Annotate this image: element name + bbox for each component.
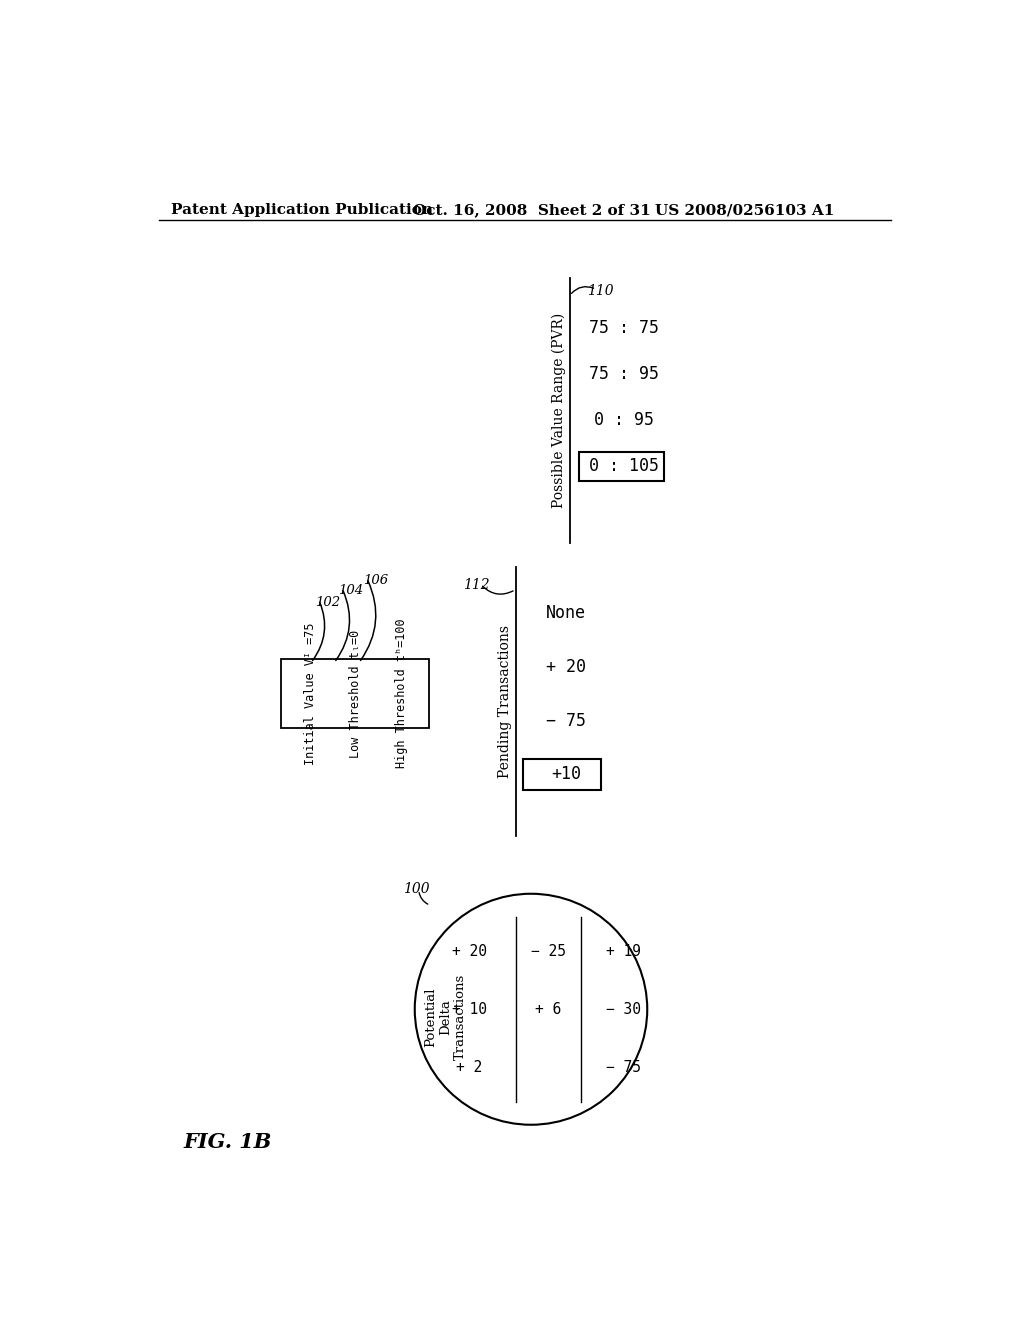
Text: 75 : 95: 75 : 95 — [589, 366, 659, 383]
Text: Patent Application Publication: Patent Application Publication — [171, 203, 432, 216]
Text: None: None — [546, 603, 586, 622]
Text: 106: 106 — [362, 574, 388, 587]
Text: Initial Value Vᴵ =75: Initial Value Vᴵ =75 — [304, 622, 317, 764]
Text: 75 : 75: 75 : 75 — [589, 319, 659, 337]
Text: − 75: − 75 — [606, 1060, 641, 1074]
Text: + 6: + 6 — [536, 1002, 561, 1016]
Text: − 75: − 75 — [546, 711, 586, 730]
Text: + 20: + 20 — [546, 657, 586, 676]
Text: 100: 100 — [403, 882, 430, 896]
Text: 102: 102 — [314, 595, 340, 609]
Text: 110: 110 — [587, 284, 613, 298]
Text: High Threshold tʰ=100: High Threshold tʰ=100 — [395, 619, 409, 768]
Text: FIG. 1B: FIG. 1B — [183, 1133, 272, 1152]
Text: 104: 104 — [338, 585, 364, 597]
Text: +10: +10 — [551, 766, 581, 783]
Text: Low Threshold tₗ=0: Low Threshold tₗ=0 — [348, 630, 361, 758]
Text: + 19: + 19 — [606, 944, 641, 960]
Text: 112: 112 — [463, 578, 489, 593]
Text: Potential
Delta
Transactions: Potential Delta Transactions — [424, 974, 467, 1060]
Text: − 25: − 25 — [530, 944, 566, 960]
Text: 0 : 95: 0 : 95 — [594, 412, 654, 429]
Text: 0 : 105: 0 : 105 — [589, 458, 659, 475]
Bar — [523, 759, 601, 789]
Text: Pending Transactions: Pending Transactions — [498, 624, 512, 777]
Bar — [282, 659, 429, 729]
Text: Possible Value Range (PVR): Possible Value Range (PVR) — [552, 313, 566, 508]
Bar — [579, 451, 665, 480]
Text: US 2008/0256103 A1: US 2008/0256103 A1 — [655, 203, 835, 216]
Text: Oct. 16, 2008  Sheet 2 of 31: Oct. 16, 2008 Sheet 2 of 31 — [414, 203, 651, 216]
Text: + 10: + 10 — [452, 1002, 486, 1016]
Text: + 20: + 20 — [452, 944, 486, 960]
Text: + 2: + 2 — [456, 1060, 482, 1074]
Text: − 30: − 30 — [606, 1002, 641, 1016]
